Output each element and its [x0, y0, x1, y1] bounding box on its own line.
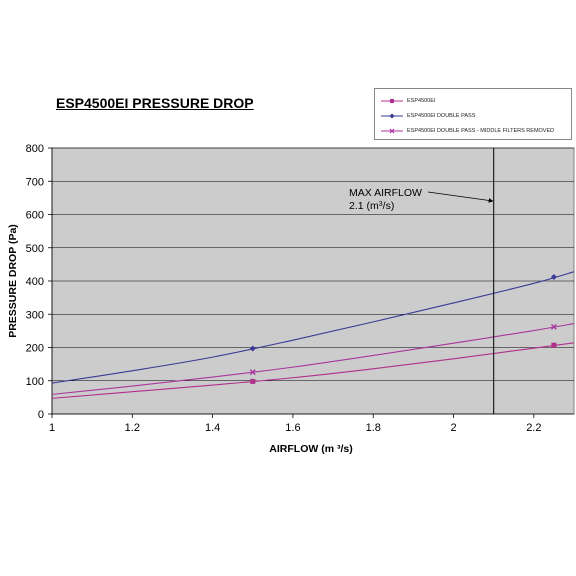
series-layer — [51, 271, 575, 399]
legend-swatch-middle-filters-removed — [381, 127, 403, 135]
legend-item: ESP4500EI DOUBLE PASS - MIDDLE FILTERS R… — [375, 123, 571, 138]
max-airflow-label: MAX AIRFLOW — [349, 187, 422, 199]
chart-title: ESP4500EI PRESSURE DROP — [56, 95, 254, 111]
legend-label: ESP4500EI DOUBLE PASS - MIDDLE FILTERS R… — [407, 127, 555, 134]
x-axis-title: AIRFLOW (m ³/s) — [269, 443, 352, 455]
y-tick-label: 0 — [38, 409, 44, 421]
max-airflow-value: 2.1 (m3/s) — [349, 200, 394, 212]
x-tick-label: 2 — [450, 422, 456, 434]
x-tick-label: 1.4 — [205, 422, 220, 434]
x-tick-label: 1.8 — [366, 422, 381, 434]
series-0 — [51, 342, 575, 399]
series-line — [51, 342, 575, 399]
legend-item: ESP4500EI DOUBLE PASS — [375, 108, 571, 123]
data-point-x — [550, 323, 557, 330]
y-axis-title: PRESSURE DROP (Pa) — [7, 224, 19, 338]
legend: ESP4500EI ESP4500EI DOUBLE PASS ESP4500E… — [374, 88, 572, 140]
data-point-x — [249, 369, 256, 376]
x-axis-ticks: 1 1.2 1.4 1.6 1.8 2 2.2 — [49, 413, 574, 434]
y-tick-label: 100 — [26, 376, 44, 388]
series-1 — [51, 271, 575, 384]
legend-swatch-double-pass — [381, 112, 403, 120]
legend-label: ESP4500EI DOUBLE PASS — [407, 112, 476, 119]
series-line — [51, 271, 575, 384]
annotation-arrow — [427, 191, 494, 203]
data-point-square — [551, 342, 557, 348]
y-tick-label: 600 — [26, 210, 44, 222]
legend-swatch-esp4500ei — [381, 97, 403, 105]
x-tick-label: 1 — [49, 422, 55, 434]
y-tick-label: 700 — [26, 176, 44, 188]
legend-item: ESP4500EI — [375, 93, 571, 108]
data-point-square — [250, 378, 256, 384]
legend-label: ESP4500EI — [407, 97, 436, 104]
y-tick-label: 400 — [26, 276, 44, 288]
y-tick-label: 800 — [26, 143, 44, 155]
x-tick-label: 1.2 — [125, 422, 140, 434]
series-line — [51, 323, 575, 395]
x-tick-label: 1.6 — [285, 422, 300, 434]
y-tick-label: 500 — [26, 243, 44, 255]
y-tick-label: 300 — [26, 309, 44, 321]
y-axis-ticks: 0 100 200 300 400 500 600 700 800 — [26, 143, 53, 421]
series-2 — [51, 323, 575, 395]
y-tick-label: 200 — [26, 343, 44, 355]
gridlines — [52, 147, 574, 382]
x-tick-label: 2.2 — [526, 422, 541, 434]
data-point-diamond — [550, 274, 557, 281]
data-point-diamond — [249, 345, 256, 352]
